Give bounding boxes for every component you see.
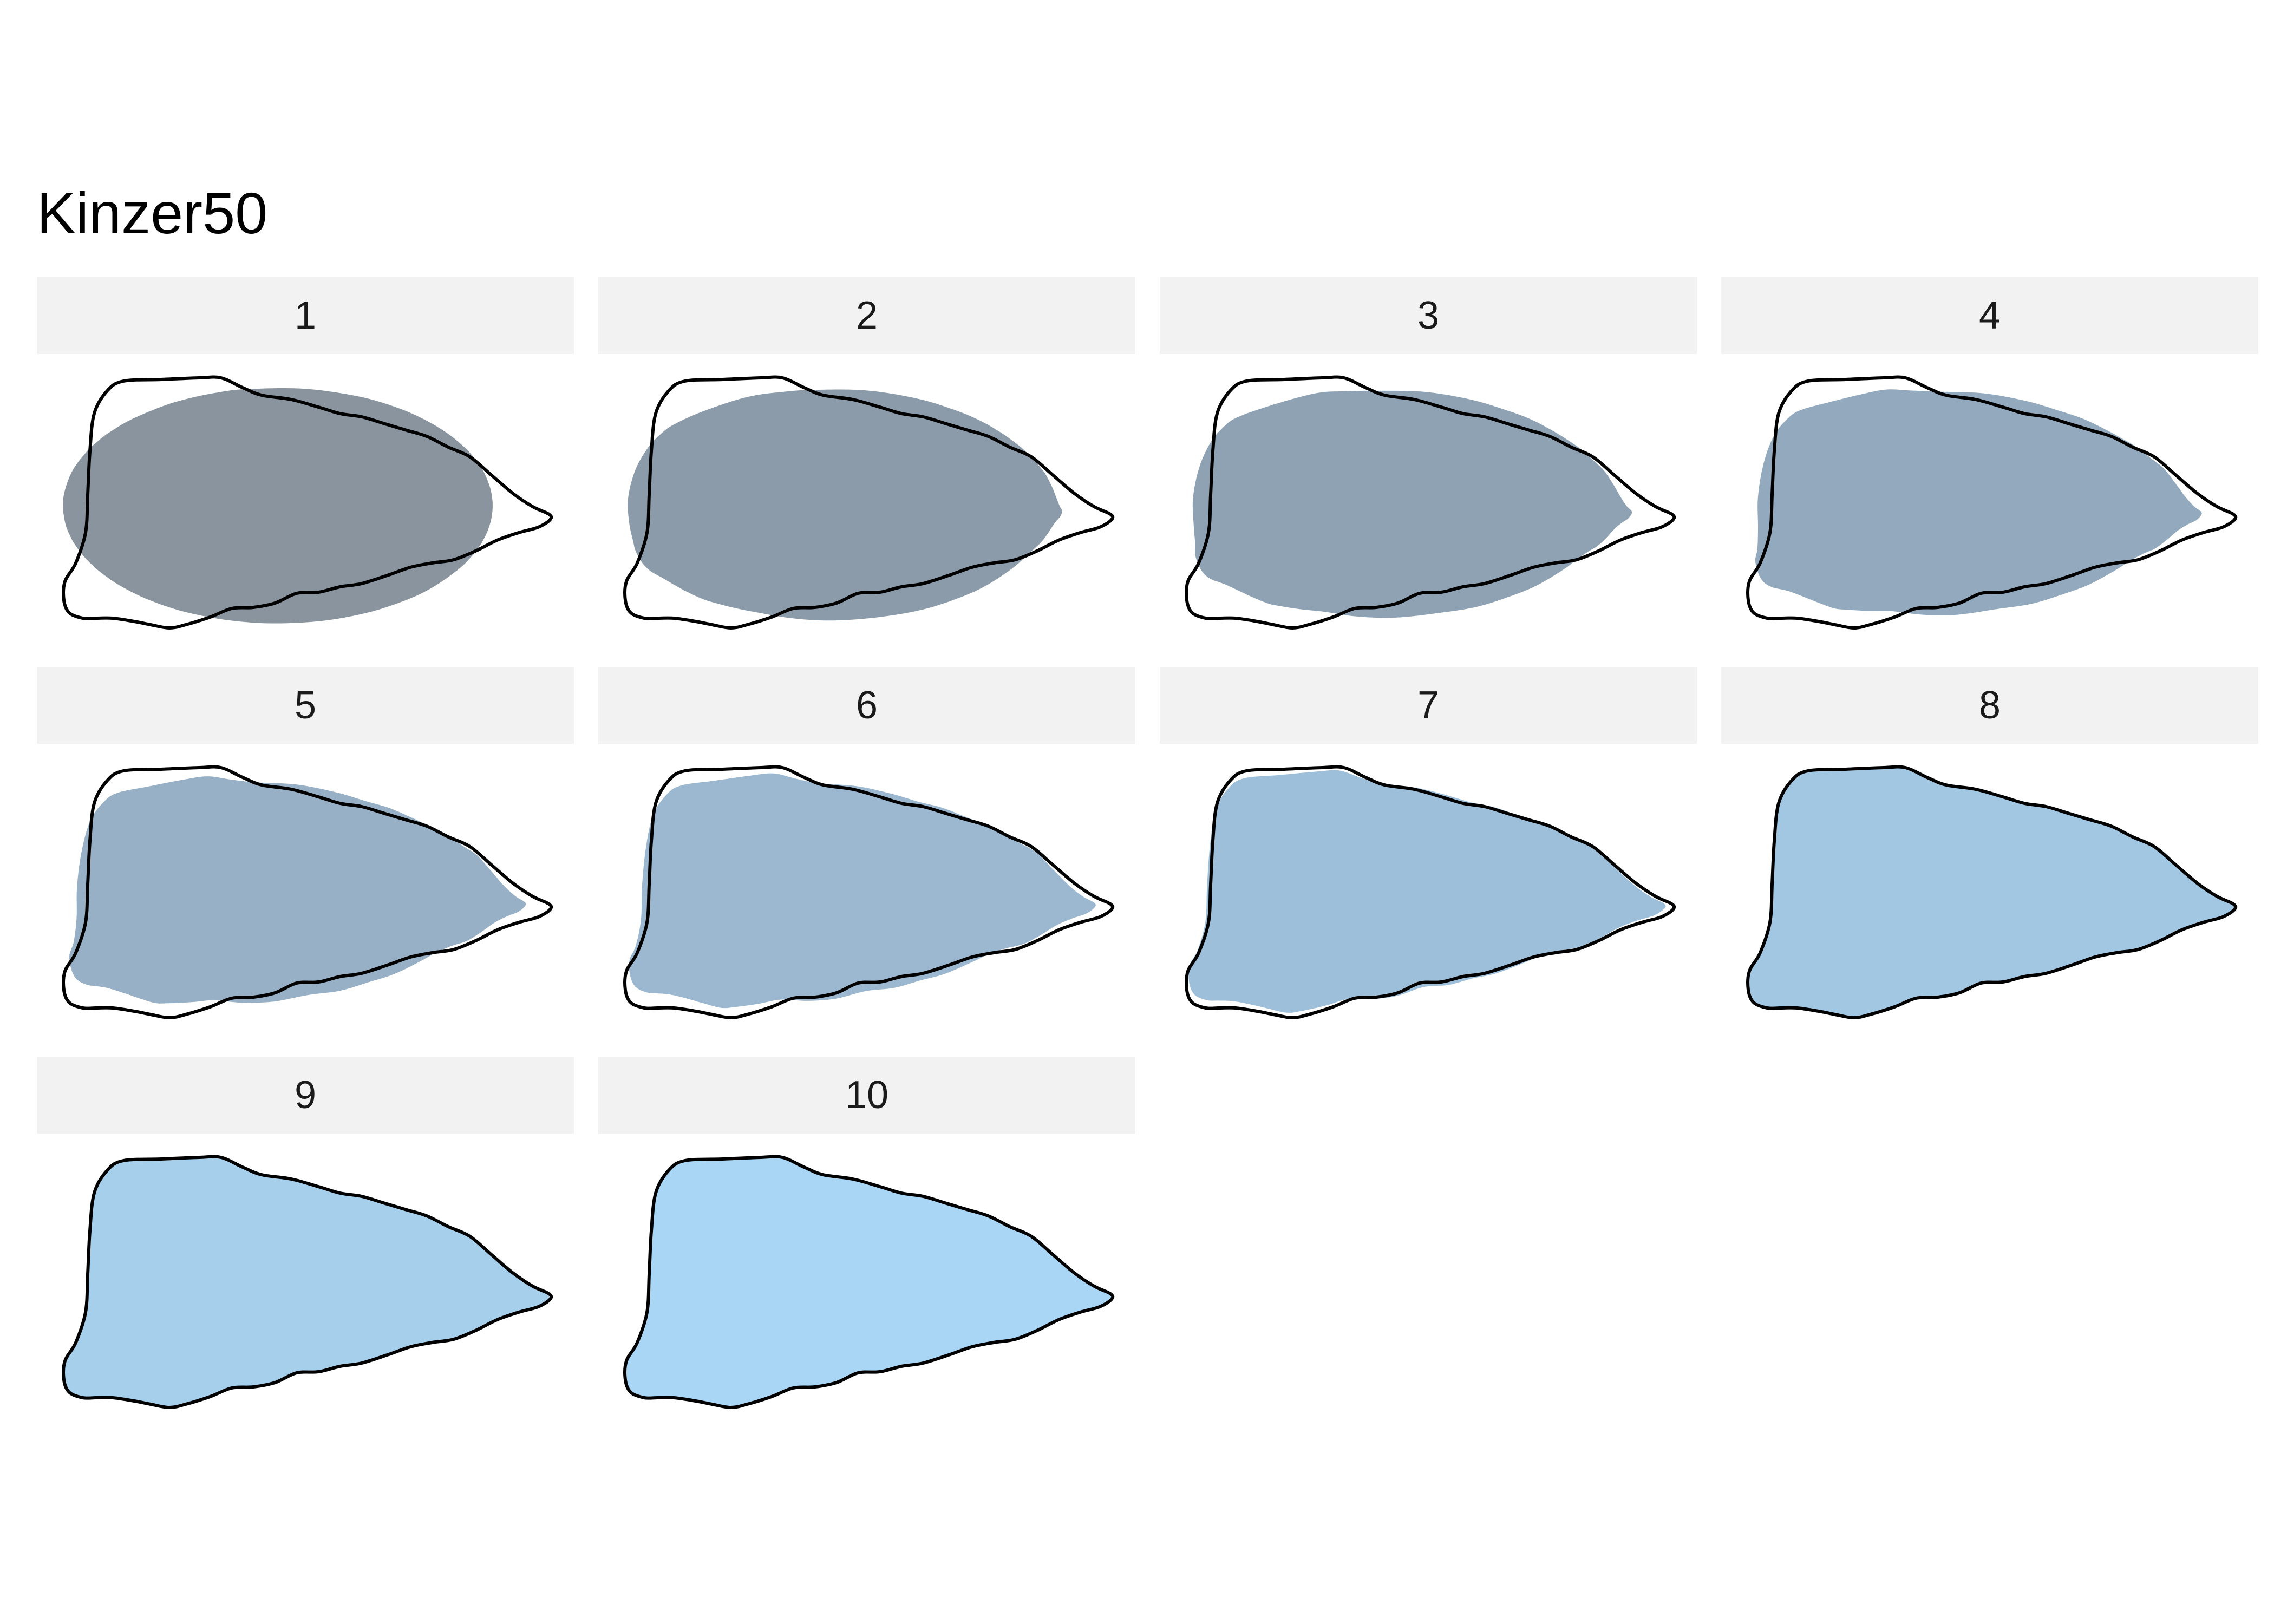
facet-svg (1746, 375, 2238, 630)
harmonic-approximation-shape (628, 389, 1062, 621)
facet-panel: 10 (598, 1057, 1135, 1419)
facet-label: 9 (294, 1073, 317, 1117)
facet-panel: 1 (37, 277, 574, 640)
facet-plot-area (598, 1134, 1135, 1419)
facet-svg (623, 375, 1115, 630)
original-outline (1185, 375, 1676, 630)
facet-plot-area (598, 744, 1135, 1030)
original-outline (623, 375, 1115, 630)
facet-svg (1185, 375, 1676, 630)
facet-label: 7 (1417, 684, 1440, 727)
facet-plot-area (37, 354, 574, 640)
facet-plot-area (598, 354, 1135, 640)
original-outline (623, 1155, 1115, 1409)
facet-svg (62, 375, 553, 630)
facet-strip: 10 (598, 1057, 1135, 1134)
facet-plot-area (1160, 354, 1697, 640)
facet-strip: 7 (1160, 667, 1697, 744)
facet-strip: 9 (37, 1057, 574, 1134)
original-outline (1185, 765, 1676, 1019)
harmonic-approximation-shape (63, 1156, 552, 1407)
harmonic-approximation-shape (63, 388, 493, 624)
facet-panel: 9 (37, 1057, 574, 1419)
original-outline (62, 375, 553, 630)
facet-plot-area (1160, 744, 1697, 1030)
facet-label: 5 (294, 684, 317, 727)
harmonic-approximation-shape (629, 773, 1096, 1009)
facet-plot-area (1721, 744, 2258, 1030)
harmonic-approximation-shape (625, 1156, 1113, 1407)
facet-svg (623, 765, 1115, 1019)
original-outline (62, 765, 553, 1019)
facet-label: 3 (1417, 294, 1440, 337)
facet-svg (62, 1155, 553, 1409)
facet-label: 8 (1978, 684, 2001, 727)
facet-svg (623, 1155, 1115, 1409)
facet-plot-area (37, 744, 574, 1030)
facet-svg (1746, 765, 2238, 1019)
facet-panel: 4 (1721, 277, 2258, 640)
facet-plot-area (37, 1134, 574, 1419)
facet-strip: 5 (37, 667, 574, 744)
original-outline (1746, 765, 2238, 1019)
facet-panel: 3 (1160, 277, 1697, 640)
facet-strip: 1 (37, 277, 574, 354)
facet-label: 2 (855, 294, 878, 337)
facet-strip: 2 (598, 277, 1135, 354)
facet-label: 6 (855, 684, 878, 727)
facet-strip: 4 (1721, 277, 2258, 354)
original-outline (1746, 375, 2238, 630)
facet-strip: 3 (1160, 277, 1697, 354)
facet-label: 10 (845, 1073, 889, 1117)
harmonic-approximation-shape (1188, 770, 1666, 1013)
facet-panel: 6 (598, 667, 1135, 1030)
harmonic-approximation-shape (1192, 390, 1632, 618)
facet-strip: 8 (1721, 667, 2258, 744)
harmonic-approximation-shape (1755, 389, 2202, 615)
chart-title: Kinzer50 (37, 180, 268, 246)
facet-strip: 6 (598, 667, 1135, 744)
original-outline (62, 1155, 553, 1409)
facet-svg (1185, 765, 1676, 1019)
facet-panel: 8 (1721, 667, 2258, 1030)
facet-panel: 7 (1160, 667, 1697, 1030)
harmonic-approximation-shape (69, 776, 526, 1004)
facet-label: 4 (1978, 294, 2001, 337)
original-outline (623, 765, 1115, 1019)
facet-label: 1 (294, 294, 317, 337)
facet-panel: 5 (37, 667, 574, 1030)
harmonic-approximation-shape (1748, 767, 2236, 1018)
facet-panel: 2 (598, 277, 1135, 640)
facet-svg (62, 765, 553, 1019)
facet-plot-area (1721, 354, 2258, 640)
